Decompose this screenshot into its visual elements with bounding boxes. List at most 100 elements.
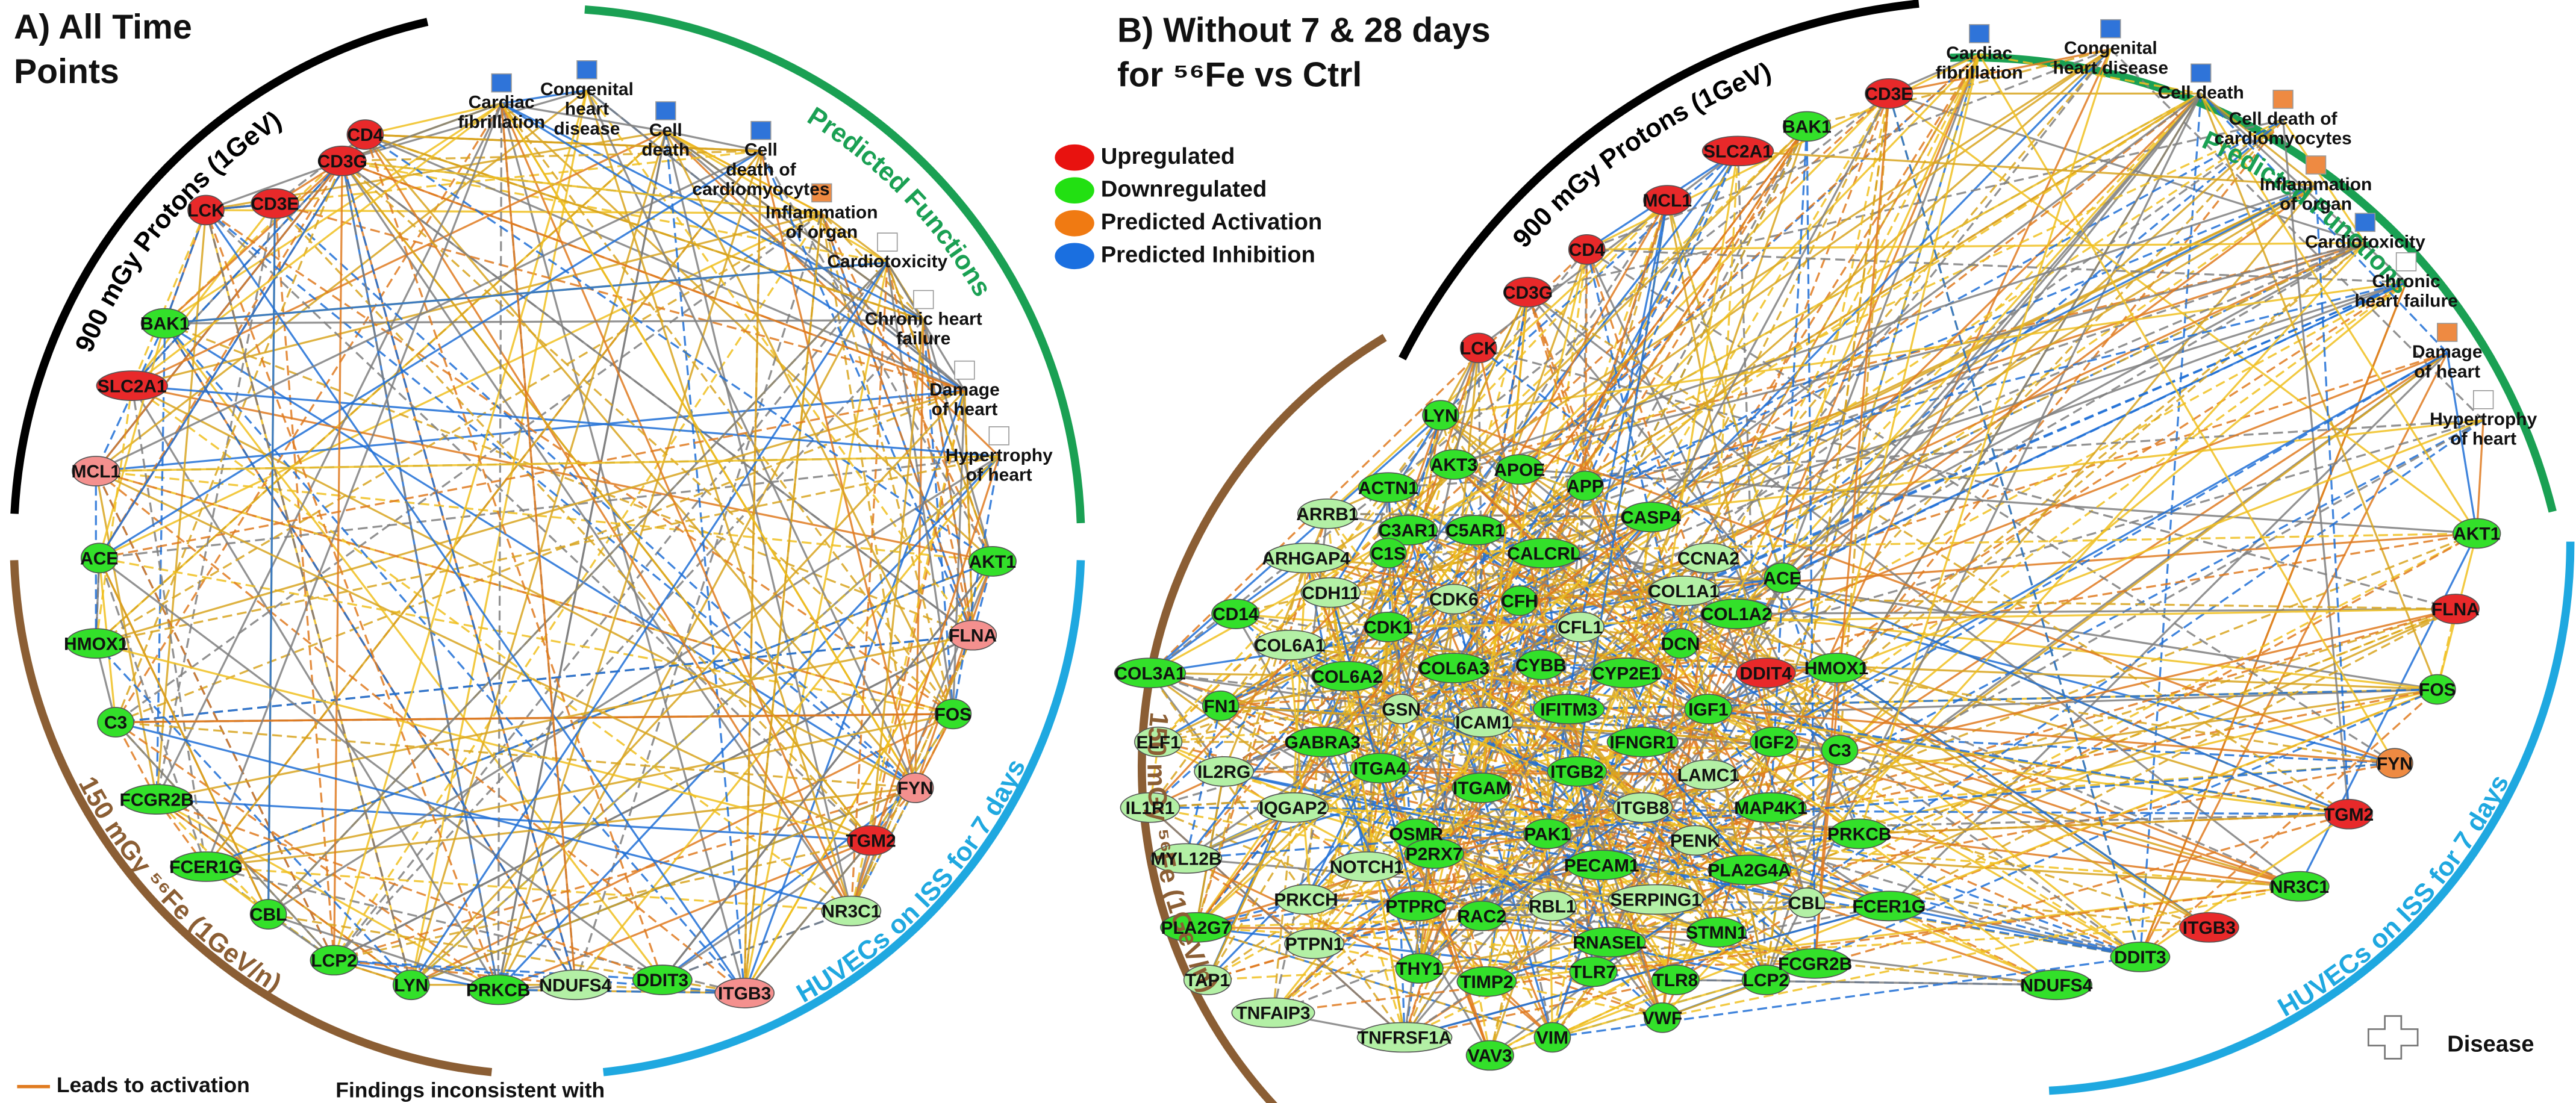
edge xyxy=(95,470,746,994)
legend-swatch xyxy=(1055,243,1094,270)
function-label: death xyxy=(641,140,690,160)
edge xyxy=(95,160,343,472)
gene-label: FCGR2B xyxy=(1778,954,1852,974)
gene-label: FYN xyxy=(2377,754,2413,774)
gene-node xyxy=(2269,871,2330,902)
function-icon xyxy=(2472,390,2494,409)
edge xyxy=(1149,92,2202,674)
gene-label: STMN1 xyxy=(1686,923,1747,943)
edge xyxy=(98,150,762,559)
edge xyxy=(886,262,965,391)
edge xyxy=(1157,199,1668,743)
gene-label: VWF xyxy=(1642,1008,1683,1028)
gene-node xyxy=(1297,498,1358,529)
edge xyxy=(501,103,852,912)
gene-label: DDIT3 xyxy=(637,971,689,990)
gene-node xyxy=(1707,854,1792,886)
gene-node xyxy=(1429,583,1478,615)
function-label: heart xyxy=(565,99,609,119)
edge xyxy=(1415,833,1491,1056)
gene-node xyxy=(1735,792,1807,823)
gene-label: PRKCH xyxy=(1274,890,1338,910)
edge xyxy=(2110,48,2484,421)
function-label: heart failure xyxy=(2354,291,2458,311)
edge xyxy=(1486,905,1889,983)
gene-node xyxy=(1523,818,1572,850)
gene-label: MYL12B xyxy=(1150,849,1221,869)
gene-label: FCER1G xyxy=(1853,897,1926,917)
edge xyxy=(1609,577,1783,943)
edge xyxy=(1888,93,2141,957)
edge xyxy=(497,103,503,990)
gene-node xyxy=(1569,956,1618,987)
edge xyxy=(2200,93,2407,284)
gene-label: FOS xyxy=(935,705,972,725)
gene-label: TLR8 xyxy=(1653,971,1698,990)
edge xyxy=(1288,644,1406,1038)
edge xyxy=(1415,833,1717,934)
gene-label: IQGAP2 xyxy=(1259,798,1327,818)
gene-node xyxy=(1150,843,1223,874)
gene-node xyxy=(821,895,882,927)
gene-label: CBL xyxy=(1788,893,1826,913)
edge xyxy=(1453,464,1685,592)
edge xyxy=(332,161,343,960)
edge xyxy=(1330,591,2395,765)
gene-node xyxy=(1750,726,1798,757)
edge xyxy=(2139,688,2438,958)
edge xyxy=(95,642,872,842)
edge xyxy=(1289,644,1750,871)
edge xyxy=(205,103,503,868)
gene-label: AKT3 xyxy=(1430,455,1477,475)
group-arc xyxy=(10,560,493,1077)
gene-label: AKT1 xyxy=(969,552,1016,572)
edge xyxy=(132,385,999,458)
gene-label: DDIT4 xyxy=(1740,663,1792,683)
gene-node xyxy=(140,308,189,339)
edge xyxy=(1482,126,1808,723)
gene-node xyxy=(1556,612,1605,642)
gene-label: FCER1G xyxy=(169,857,243,877)
gene-label: CBL xyxy=(250,905,287,925)
gene-node xyxy=(2179,912,2239,943)
edge xyxy=(1220,119,2284,707)
edge xyxy=(1149,93,1890,674)
edge xyxy=(131,212,822,387)
function-label: fibrillation xyxy=(458,112,545,132)
edge xyxy=(1158,675,1348,743)
edge xyxy=(1480,292,1529,788)
gene-label: IL2RG xyxy=(1197,762,1250,782)
edge xyxy=(1206,291,1529,981)
group-arc xyxy=(1138,334,1387,1103)
gene-node xyxy=(1782,111,1832,142)
gene-label: PRKCB xyxy=(466,981,531,1001)
gene-node xyxy=(1253,630,1326,660)
gene-label: DCN xyxy=(1661,634,1700,654)
gene-node xyxy=(1404,838,1465,869)
edge xyxy=(115,634,973,724)
gene-label: LYN xyxy=(1423,406,1458,426)
gene-label: PENK xyxy=(1670,831,1721,851)
gene-node xyxy=(1445,515,1506,545)
gene-node xyxy=(1231,997,1315,1028)
gene-node xyxy=(66,628,126,659)
gene-node xyxy=(2324,798,2373,830)
edge xyxy=(334,839,872,962)
edge xyxy=(1305,558,1417,907)
edge xyxy=(922,320,974,636)
gene-node xyxy=(1501,585,1538,617)
edge xyxy=(1387,485,1586,628)
edge xyxy=(205,210,746,994)
gene-node xyxy=(96,370,168,402)
gene-label: APOE xyxy=(1494,460,1545,480)
edge xyxy=(1586,248,2407,284)
function-label: of heart xyxy=(966,465,1032,485)
gene-label: LYN xyxy=(394,975,428,995)
gene-node xyxy=(1356,1022,1453,1053)
edge xyxy=(497,262,888,990)
edge xyxy=(1292,558,1308,808)
gene-label: C3 xyxy=(104,713,127,733)
edge xyxy=(99,455,999,559)
edge xyxy=(1773,352,2448,743)
edge xyxy=(98,558,270,915)
